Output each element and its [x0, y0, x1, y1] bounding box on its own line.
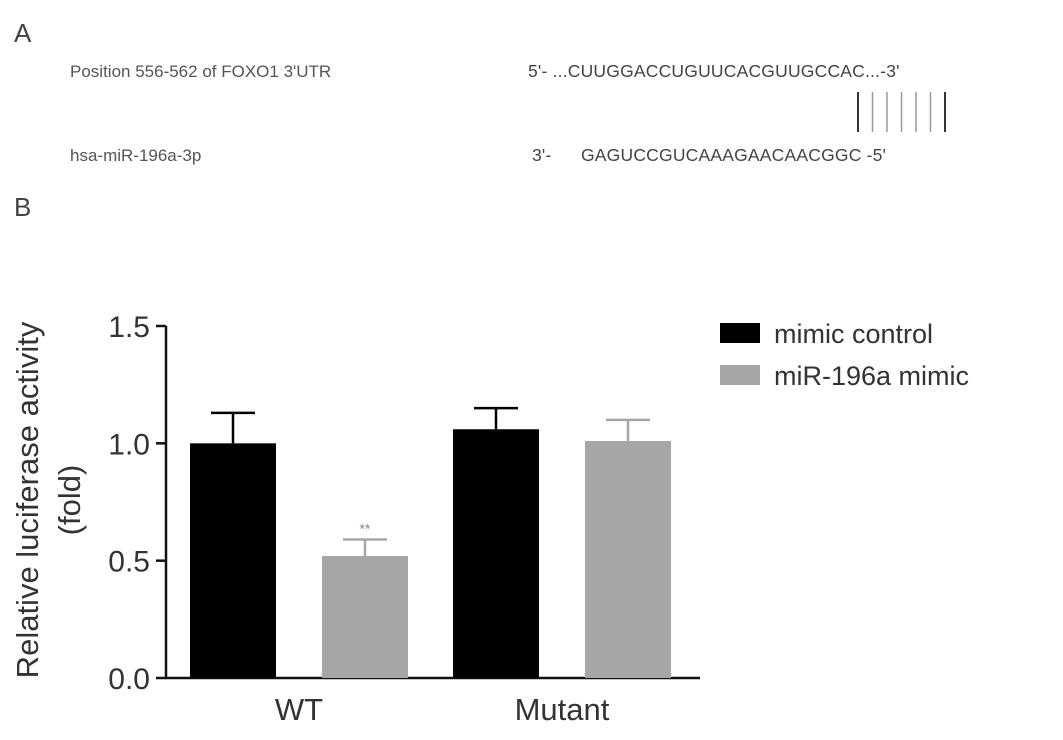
legend-label: miR-196a mimic: [774, 361, 969, 391]
bar-mimic-control-mutant: [453, 429, 539, 678]
legend-label: mimic control: [774, 319, 933, 349]
panel-a-label: A: [14, 18, 32, 48]
y-axis-label-line1: Relative luciferase activity: [10, 321, 45, 678]
base-pairing-lines: [857, 92, 946, 132]
legend-swatch: [720, 365, 760, 385]
utr-sequence: 5'- ...CUUGGACCUGUUCACGUUGCCAC...-3': [528, 61, 900, 81]
y-tick-label: 1.0: [108, 428, 150, 461]
bar-mir-196a-mimic-wt: [322, 555, 408, 678]
bar-mir-196a-mimic-mutant: [585, 440, 671, 678]
utr-position-label: Position 556-562 of FOXO1 3'UTR: [70, 62, 332, 81]
y-tick-label: 0.0: [108, 663, 150, 696]
mirna-name-label: hsa-miR-196a-3p: [70, 146, 202, 165]
y-tick-label: 1.5: [108, 311, 150, 344]
mirna-sequence: GAGUCCGUCAAAGAACAACGGC -5': [581, 145, 887, 165]
y-axis-label-line2: (fold): [52, 465, 87, 536]
x-tick-label: Mutant: [515, 692, 610, 727]
mirna-prefix: 3'-: [532, 145, 552, 165]
y-tick-label: 0.5: [108, 546, 150, 579]
bar-mimic-control-wt: [190, 443, 276, 678]
significance-marker: **: [360, 521, 371, 537]
legend-swatch: [720, 323, 760, 343]
panel-b-label: B: [14, 192, 32, 222]
x-tick-label: WT: [275, 692, 323, 727]
